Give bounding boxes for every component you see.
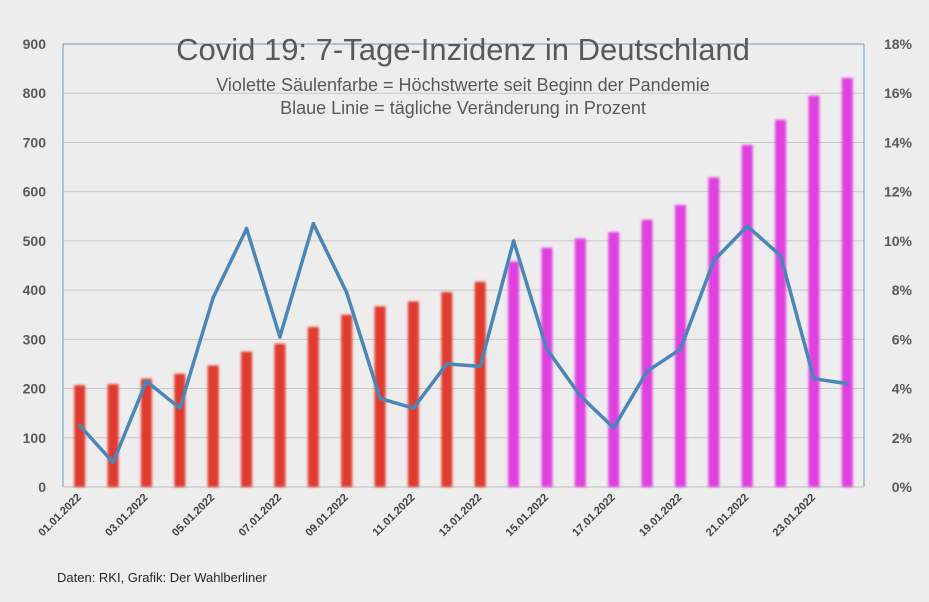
series-line bbox=[77, 221, 850, 465]
bar bbox=[741, 144, 753, 487]
x-tick-label: 03.01.2022 bbox=[103, 492, 150, 539]
line-point bbox=[445, 362, 449, 366]
line-point bbox=[845, 381, 850, 386]
bar bbox=[107, 384, 119, 487]
bar bbox=[574, 238, 586, 487]
bar bbox=[207, 365, 219, 487]
x-tick-label: 23.01.2022 bbox=[771, 492, 818, 539]
line-point bbox=[344, 290, 349, 295]
y-axis-left: 0 100 200 300 400 500 600 700 800 900 bbox=[23, 36, 47, 495]
bar bbox=[708, 177, 720, 488]
x-tick-label: 05.01.2022 bbox=[170, 492, 217, 539]
line-point bbox=[545, 347, 549, 351]
y-left-tick-label: 300 bbox=[23, 331, 47, 347]
bar bbox=[808, 95, 820, 487]
bar bbox=[274, 343, 286, 487]
line-point bbox=[411, 406, 416, 411]
line-point bbox=[278, 335, 282, 339]
x-tick-label: 17.01.2022 bbox=[570, 492, 617, 539]
line-point bbox=[812, 376, 816, 381]
line-point bbox=[778, 253, 783, 258]
line-point bbox=[511, 239, 516, 243]
line-point bbox=[244, 226, 249, 231]
bar bbox=[307, 327, 319, 487]
bar bbox=[474, 281, 486, 487]
bar bbox=[407, 301, 419, 487]
y-left-tick-label: 0 bbox=[38, 479, 46, 495]
chart-source: Daten: RKI, Grafik: Der Wahlberliner bbox=[57, 570, 267, 585]
x-tick-label: 11.01.2022 bbox=[371, 492, 418, 539]
line-point bbox=[745, 224, 749, 228]
x-tick-label: 13.01.2022 bbox=[437, 492, 484, 539]
line-point bbox=[678, 347, 683, 351]
y-right-tick-label: 10% bbox=[884, 233, 913, 249]
y-left-tick-label: 900 bbox=[23, 36, 47, 52]
y-right-tick-label: 14% bbox=[884, 134, 913, 150]
chart-subtitle-line-2: Blaue Linie = tägliche Veränderung in Pr… bbox=[280, 98, 646, 118]
y-right-tick-label: 8% bbox=[892, 282, 913, 298]
chart-title: Covid 19: 7-Tage-Inzidenz in Deutschland bbox=[176, 32, 750, 67]
bar bbox=[841, 77, 853, 488]
bar bbox=[508, 261, 520, 487]
bar bbox=[174, 373, 186, 487]
bar bbox=[775, 119, 787, 488]
line-point bbox=[111, 460, 115, 465]
y-left-tick-label: 700 bbox=[23, 134, 47, 150]
x-tick-label: 15.01.2022 bbox=[504, 492, 551, 539]
x-axis: 01.01.2022 03.01.2022 05.01.2022 07.01.2022… bbox=[36, 492, 818, 539]
x-tick-label: 21.01.2022 bbox=[704, 492, 751, 539]
y-axis-right: 0% 2% 4% 6% 8% 10% 12% 14% 16% 18% bbox=[884, 36, 913, 495]
bar-series bbox=[74, 77, 853, 488]
bar bbox=[541, 247, 553, 487]
chart-subtitle-line-1: Violette Säulenfarbe = Höchstwerte seit … bbox=[216, 75, 709, 95]
bar bbox=[74, 385, 86, 487]
y-right-tick-label: 12% bbox=[884, 184, 913, 200]
x-tick-label: 01.01.2022 bbox=[36, 492, 83, 539]
y-left-tick-label: 200 bbox=[23, 381, 47, 397]
y-right-tick-label: 6% bbox=[892, 331, 913, 347]
plot-frame bbox=[62, 43, 865, 488]
line-point bbox=[311, 221, 316, 226]
y-right-tick-label: 18% bbox=[884, 36, 913, 52]
line-point bbox=[378, 396, 382, 401]
line-point bbox=[712, 258, 716, 263]
line-point bbox=[645, 369, 649, 374]
y-left-tick-label: 600 bbox=[23, 184, 47, 200]
line-point bbox=[144, 379, 149, 383]
line-point bbox=[578, 394, 583, 398]
bar bbox=[241, 351, 253, 487]
y-left-tick-label: 400 bbox=[23, 282, 47, 298]
bar bbox=[341, 314, 353, 487]
y-left-tick-label: 800 bbox=[23, 85, 47, 101]
y-left-tick-label: 500 bbox=[23, 233, 47, 249]
line-point bbox=[611, 426, 616, 430]
x-tick-label: 09.01.2022 bbox=[303, 492, 350, 539]
x-tick-label: 19.01.2022 bbox=[637, 492, 684, 539]
y-right-tick-label: 16% bbox=[884, 85, 913, 101]
y-right-tick-label: 2% bbox=[892, 430, 913, 446]
line-point bbox=[77, 423, 82, 428]
y-left-tick-label: 100 bbox=[23, 430, 47, 446]
y-right-tick-label: 4% bbox=[892, 381, 913, 397]
x-tick-label: 07.01.2022 bbox=[237, 492, 284, 539]
line-point bbox=[211, 295, 215, 300]
line-point bbox=[478, 364, 482, 369]
bar bbox=[608, 232, 620, 487]
bar bbox=[641, 219, 653, 487]
bar bbox=[441, 292, 453, 487]
bar bbox=[140, 378, 152, 487]
y-right-tick-label: 0% bbox=[892, 479, 913, 495]
line-series bbox=[77, 221, 850, 465]
line-point bbox=[178, 406, 182, 411]
